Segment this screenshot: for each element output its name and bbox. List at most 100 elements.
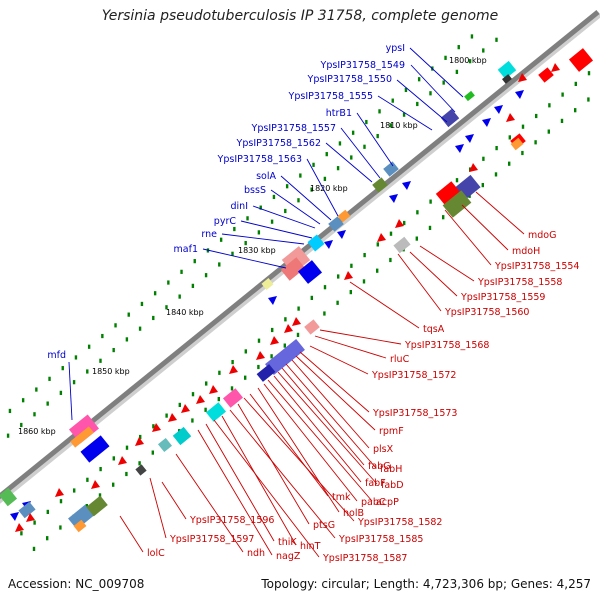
track-tick: [587, 97, 590, 102]
reverse-gene-block: [538, 67, 554, 83]
track-tick: [59, 390, 63, 395]
gene-label-tmk: tmk: [332, 492, 351, 503]
track-tick: [402, 112, 406, 117]
track-tick: [46, 401, 49, 406]
track-tick: [323, 285, 327, 290]
track-tick: [284, 317, 287, 322]
track-tick: [125, 445, 129, 450]
leader-line: [377, 95, 433, 131]
gene-label-YpsIP31758_1559: YpsIP31758_1559: [460, 292, 545, 303]
reverse-gene-block: [435, 181, 461, 205]
reverse-gene-block: [393, 236, 411, 254]
track-tick: [560, 118, 564, 123]
track-tick: [403, 220, 406, 226]
track-tick: [35, 387, 38, 392]
track-tick: [257, 230, 261, 235]
track-tick: [325, 152, 328, 157]
forward-gene-block: [0, 487, 18, 507]
leader-line: [149, 477, 167, 539]
forward-gene-block: [464, 90, 475, 102]
track-tick: [337, 274, 340, 279]
track-tick: [259, 205, 262, 210]
track-tick: [312, 162, 315, 167]
track-tick: [455, 178, 459, 183]
gene-label-YpsIP31758_1549: YpsIP31758_1549: [320, 60, 405, 71]
forward-gene-block: [440, 108, 460, 128]
gene-label-YpsIP31758_1550: YpsIP31758_1550: [307, 74, 392, 85]
forward-gene-arrow: [465, 134, 474, 143]
leader-line: [295, 355, 376, 431]
tick-marks: [6, 34, 591, 551]
forward-gene-block: [383, 161, 399, 177]
leader-line: [306, 158, 339, 217]
leader-line: [197, 429, 273, 556]
gene-label-fabG: fabG: [368, 461, 391, 472]
forward-gene-block: [502, 74, 512, 84]
gene-label-fabF: fabF: [365, 478, 386, 489]
track-tick: [416, 210, 419, 215]
track-tick: [204, 273, 208, 278]
track-tick: [481, 183, 484, 188]
track-tick: [191, 283, 195, 288]
track-tick: [204, 407, 207, 412]
track-tick: [362, 279, 366, 284]
track-tick: [152, 315, 155, 321]
gene-label-YpsIP31758_1554: YpsIP31758_1554: [494, 261, 579, 272]
forward-gene-block: [69, 414, 99, 444]
track-tick: [310, 187, 313, 192]
track-tick: [336, 166, 340, 171]
gene-label-YpsIP31758_1555: YpsIP31758_1555: [288, 91, 373, 102]
gene-label-YpsIP31758_1563: YpsIP31758_1563: [217, 154, 302, 165]
forward-gene-block: [337, 209, 351, 223]
leader-line: [277, 371, 378, 485]
track-tick: [180, 269, 183, 274]
reverse-gene-block: [510, 137, 524, 151]
track-tick: [140, 301, 144, 307]
kbp-label: 1820 kbp: [310, 184, 348, 193]
leader-line: [419, 245, 475, 282]
reverse-gene-arrow: [395, 219, 404, 228]
forward-gene-arrow: [494, 105, 503, 114]
leader-line: [240, 220, 313, 239]
track-tick: [270, 219, 274, 224]
reverse-gene-block: [68, 504, 94, 530]
reverse-gene-arrow: [15, 523, 24, 532]
track-tick: [389, 231, 393, 236]
gene-label-rne: rne: [201, 229, 217, 240]
gene-label-maf1: maf1: [174, 244, 198, 255]
track-tick: [376, 133, 379, 139]
forward-gene-block: [80, 435, 110, 463]
leader-line: [161, 481, 187, 520]
track-tick: [495, 37, 498, 42]
leader-line: [285, 363, 377, 469]
forward-gene-arrow: [515, 90, 524, 99]
reverse-gene-block: [86, 495, 108, 517]
gene-label-mdoH: mdoH: [512, 246, 540, 257]
gene-label-YpsIP31758_1582: YpsIP31758_1582: [357, 517, 442, 528]
reverse-gene-block: [172, 426, 192, 446]
track-tick: [231, 360, 234, 365]
track-tick: [299, 173, 302, 178]
gene-label-ptsG: ptsG: [313, 520, 335, 531]
track-tick: [125, 337, 129, 342]
forward-gene-arrow: [268, 296, 277, 305]
reverse-gene-arrow: [344, 271, 353, 280]
track-tick: [296, 332, 300, 337]
track-tick: [363, 144, 366, 149]
leader-line: [409, 47, 464, 98]
track-tick: [244, 349, 247, 354]
track-tick: [349, 290, 352, 295]
leader-line: [461, 204, 509, 251]
gene-label-solA: solA: [256, 171, 276, 182]
gene-label-YpsIP31758_1587: YpsIP31758_1587: [322, 553, 407, 564]
leader-line: [309, 345, 369, 375]
track-tick: [178, 294, 181, 299]
kbp-label: 1860 kbp: [18, 427, 56, 436]
track-tick: [46, 509, 49, 514]
gene-label-YpsIP31758_1597: YpsIP31758_1597: [169, 534, 254, 545]
accession-text: Accession: NC_009708: [8, 577, 145, 591]
leader-line: [221, 415, 297, 546]
gene-label-YpsIP31758_1557: YpsIP31758_1557: [251, 123, 336, 134]
track-tick: [378, 109, 381, 114]
forward-gene-arrow: [455, 144, 464, 153]
